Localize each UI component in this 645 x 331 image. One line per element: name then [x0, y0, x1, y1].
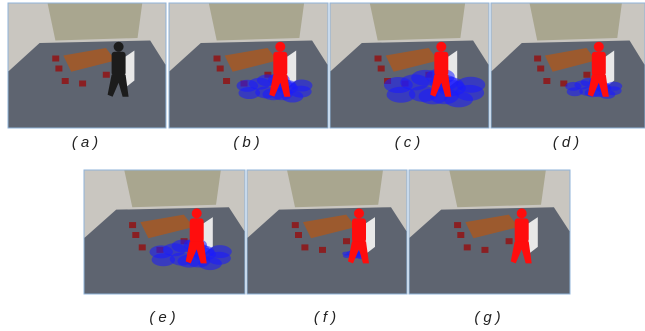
- chair: [457, 232, 464, 238]
- chair: [506, 238, 513, 244]
- motion-blob: [456, 77, 485, 93]
- chair: [583, 72, 590, 78]
- person-head: [436, 42, 446, 52]
- caption: (a): [72, 134, 102, 151]
- caption: (g): [474, 309, 504, 326]
- chair: [292, 222, 299, 228]
- person-body: [592, 52, 606, 76]
- chair: [301, 244, 308, 250]
- chair: [52, 56, 59, 62]
- motion-blob: [291, 80, 313, 92]
- person-body: [434, 52, 448, 76]
- chair: [217, 66, 224, 72]
- image-panel: [8, 3, 166, 128]
- person-head: [594, 42, 604, 52]
- caption: (b): [233, 134, 263, 151]
- window: [287, 170, 383, 207]
- person-body: [515, 218, 529, 242]
- motion-blob: [400, 74, 429, 90]
- chair: [454, 222, 461, 228]
- person-head: [354, 208, 364, 218]
- chair: [481, 247, 488, 253]
- window: [370, 3, 465, 41]
- image-panel: [330, 3, 489, 128]
- chair: [62, 78, 69, 84]
- motion-blob: [163, 243, 186, 256]
- chair: [343, 238, 350, 244]
- window: [209, 3, 304, 41]
- window: [449, 170, 546, 207]
- person-body: [190, 218, 204, 242]
- person-body: [273, 52, 287, 76]
- chair: [55, 66, 62, 72]
- chair: [543, 78, 550, 84]
- person-body: [112, 52, 126, 76]
- chair: [129, 222, 136, 228]
- motion-blob: [208, 245, 231, 258]
- person-head: [275, 42, 285, 52]
- chair: [375, 56, 382, 62]
- image-panel: [169, 3, 328, 128]
- chair: [464, 244, 471, 250]
- image-panel: [84, 170, 245, 294]
- caption: (f): [314, 309, 340, 326]
- caption: (e): [149, 309, 179, 326]
- chair: [378, 66, 385, 72]
- chair: [534, 56, 541, 62]
- window: [530, 3, 622, 41]
- caption: (c): [395, 134, 425, 151]
- motion-blob: [249, 78, 271, 90]
- image-panel: [409, 170, 570, 294]
- person-head: [517, 208, 527, 218]
- chair: [319, 247, 326, 253]
- chair: [103, 72, 110, 78]
- chair: [214, 56, 221, 62]
- chair: [537, 66, 544, 72]
- figure: (a) (b) (c) (d) (e) (f) (g): [0, 0, 645, 331]
- person-body: [352, 218, 366, 242]
- chair: [139, 244, 146, 250]
- person-head: [192, 208, 202, 218]
- chair: [223, 78, 230, 84]
- image-panel: [247, 170, 407, 294]
- chair: [79, 81, 86, 87]
- window: [124, 170, 221, 207]
- caption: (d): [553, 134, 583, 151]
- person-head: [114, 42, 124, 52]
- motion-blob: [606, 82, 622, 91]
- chair: [132, 232, 139, 238]
- chair: [295, 232, 302, 238]
- window: [48, 3, 143, 41]
- image-panel: [491, 3, 645, 128]
- motion-blob: [574, 80, 590, 89]
